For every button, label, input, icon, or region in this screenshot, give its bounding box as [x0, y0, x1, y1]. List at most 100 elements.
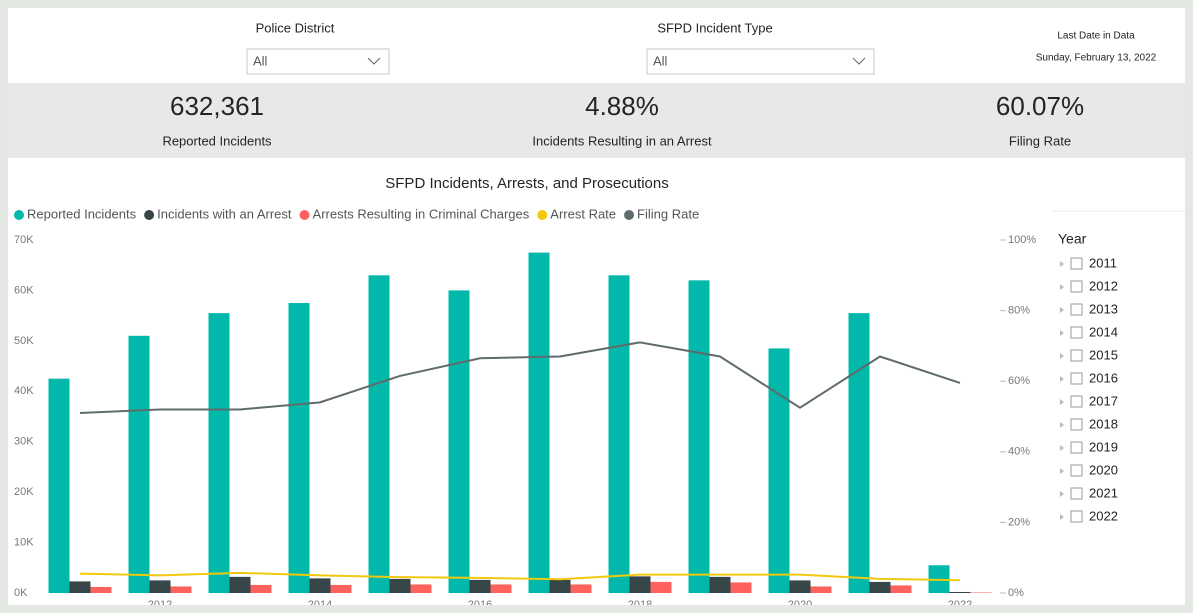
bar: [570, 584, 592, 593]
slicer-item[interactable]: 2021: [1089, 485, 1118, 500]
slicer-item[interactable]: 2019: [1089, 439, 1118, 454]
y-tick-label: 50K: [14, 335, 34, 347]
y-tick-label: 40K: [14, 385, 34, 397]
bar: [848, 313, 870, 593]
bar: [970, 592, 992, 593]
bar: [709, 576, 731, 593]
chevron[interactable]: [852, 57, 866, 65]
legend-label: Arrests Resulting in Criminal Charges: [313, 206, 530, 221]
x-tick-label: 2020: [788, 599, 812, 605]
bar: [250, 584, 272, 593]
bar: [810, 586, 832, 593]
expand-arrow: [1060, 514, 1064, 520]
filter-label: SFPD Incident Type: [657, 20, 772, 35]
kpi-band: [8, 83, 1185, 158]
dropdown-box[interactable]: [246, 48, 390, 75]
line: [79, 571, 961, 582]
expand-arrow: [1060, 445, 1064, 451]
bar: [288, 303, 310, 593]
chevron[interactable]: [367, 57, 381, 65]
slicer-item[interactable]: 2017: [1089, 393, 1118, 408]
checkbox[interactable]: [1070, 464, 1083, 477]
expand-arrow: [1060, 491, 1064, 497]
y-tick-label: 20K: [14, 486, 34, 498]
slicer-item[interactable]: 2012: [1089, 278, 1118, 293]
legend-label: Incidents with an Arrest: [157, 206, 292, 221]
bar: [688, 280, 710, 593]
slicer-title: Year: [1058, 231, 1087, 247]
slicer-item[interactable]: 2018: [1089, 416, 1118, 431]
kpi-value: 4.88%: [585, 91, 659, 121]
checkbox[interactable]: [1070, 303, 1083, 316]
slicer-item[interactable]: 2014: [1089, 324, 1118, 339]
slicer-item[interactable]: 2011: [1089, 255, 1117, 270]
kpi-label: Filing Rate: [1009, 133, 1071, 148]
dropdown[interactable]: All: [246, 48, 390, 75]
checkbox[interactable]: [1070, 280, 1083, 293]
slicer-item[interactable]: 2022: [1089, 508, 1118, 523]
y-tick-label: 10K: [14, 536, 34, 548]
dropdown-value[interactable]: All: [253, 53, 268, 68]
bar: [48, 378, 70, 593]
expand-arrow: [1060, 422, 1064, 428]
x-tick-label: 2018: [628, 599, 652, 605]
x-tick-label: 2022: [948, 599, 972, 605]
y2-tick-label: 100%: [1008, 234, 1036, 246]
legend-marker: [144, 210, 155, 220]
checkbox[interactable]: [1070, 441, 1083, 454]
bar: [389, 578, 411, 593]
last-date-label: Last Date in Data: [1057, 31, 1135, 42]
dashboard: Police District All SFPD Incident Type A…: [8, 8, 1185, 605]
bar: [789, 580, 811, 593]
dropdown-value[interactable]: All: [653, 53, 668, 68]
y2-tick-label: 0%: [1008, 587, 1024, 599]
last-date-value: Sunday, February 13, 2022: [1036, 53, 1157, 64]
x-tick-label: 2014: [308, 599, 332, 605]
bar: [490, 584, 512, 593]
bar: [528, 252, 550, 593]
y2-tick-label: 40%: [1008, 446, 1030, 458]
bar: [410, 584, 432, 593]
slicer-item[interactable]: 2013: [1089, 301, 1118, 316]
dropdown[interactable]: All: [646, 48, 875, 75]
bar: [149, 580, 171, 593]
y2-tick-label: 80%: [1008, 305, 1030, 317]
slicer-item[interactable]: 2015: [1089, 347, 1118, 362]
kpi-value: 60.07%: [996, 91, 1084, 121]
legend-marker: [537, 210, 548, 220]
kpi-value: 632,361: [170, 91, 264, 121]
slicer-item[interactable]: 2020: [1089, 462, 1118, 477]
expand-arrow: [1060, 399, 1064, 405]
bar: [869, 581, 891, 593]
legend-marker: [299, 210, 310, 220]
checkbox[interactable]: [1070, 372, 1083, 385]
checkbox[interactable]: [1070, 257, 1083, 270]
filter-label: Police District: [256, 20, 335, 35]
legend-label: Reported Incidents: [27, 206, 137, 221]
bar: [650, 581, 672, 593]
checkbox[interactable]: [1070, 487, 1083, 500]
slicer-item[interactable]: 2016: [1089, 370, 1118, 385]
bar: [330, 584, 352, 593]
x-tick-label: 2012: [148, 599, 172, 605]
y-tick-label: 30K: [14, 436, 34, 448]
bar: [69, 581, 91, 593]
bar: [730, 582, 752, 593]
expand-arrow: [1060, 330, 1064, 336]
legend-label: Arrest Rate: [550, 206, 616, 221]
bar: [208, 313, 230, 593]
checkbox[interactable]: [1070, 349, 1083, 362]
dropdown-box[interactable]: [646, 48, 875, 75]
x-tick-label: 2016: [468, 599, 492, 605]
expand-arrow: [1060, 353, 1064, 359]
y2-tick-label: 60%: [1008, 375, 1030, 387]
bar: [170, 586, 192, 593]
checkbox[interactable]: [1070, 418, 1083, 431]
report-canvas: Police District All SFPD Incident Type A…: [8, 20, 1185, 605]
expand-arrow: [1060, 376, 1064, 382]
legend-marker: [14, 210, 24, 220]
y-tick-label: 60K: [14, 284, 34, 296]
checkbox[interactable]: [1070, 510, 1083, 523]
checkbox[interactable]: [1070, 395, 1083, 408]
checkbox[interactable]: [1070, 326, 1083, 339]
